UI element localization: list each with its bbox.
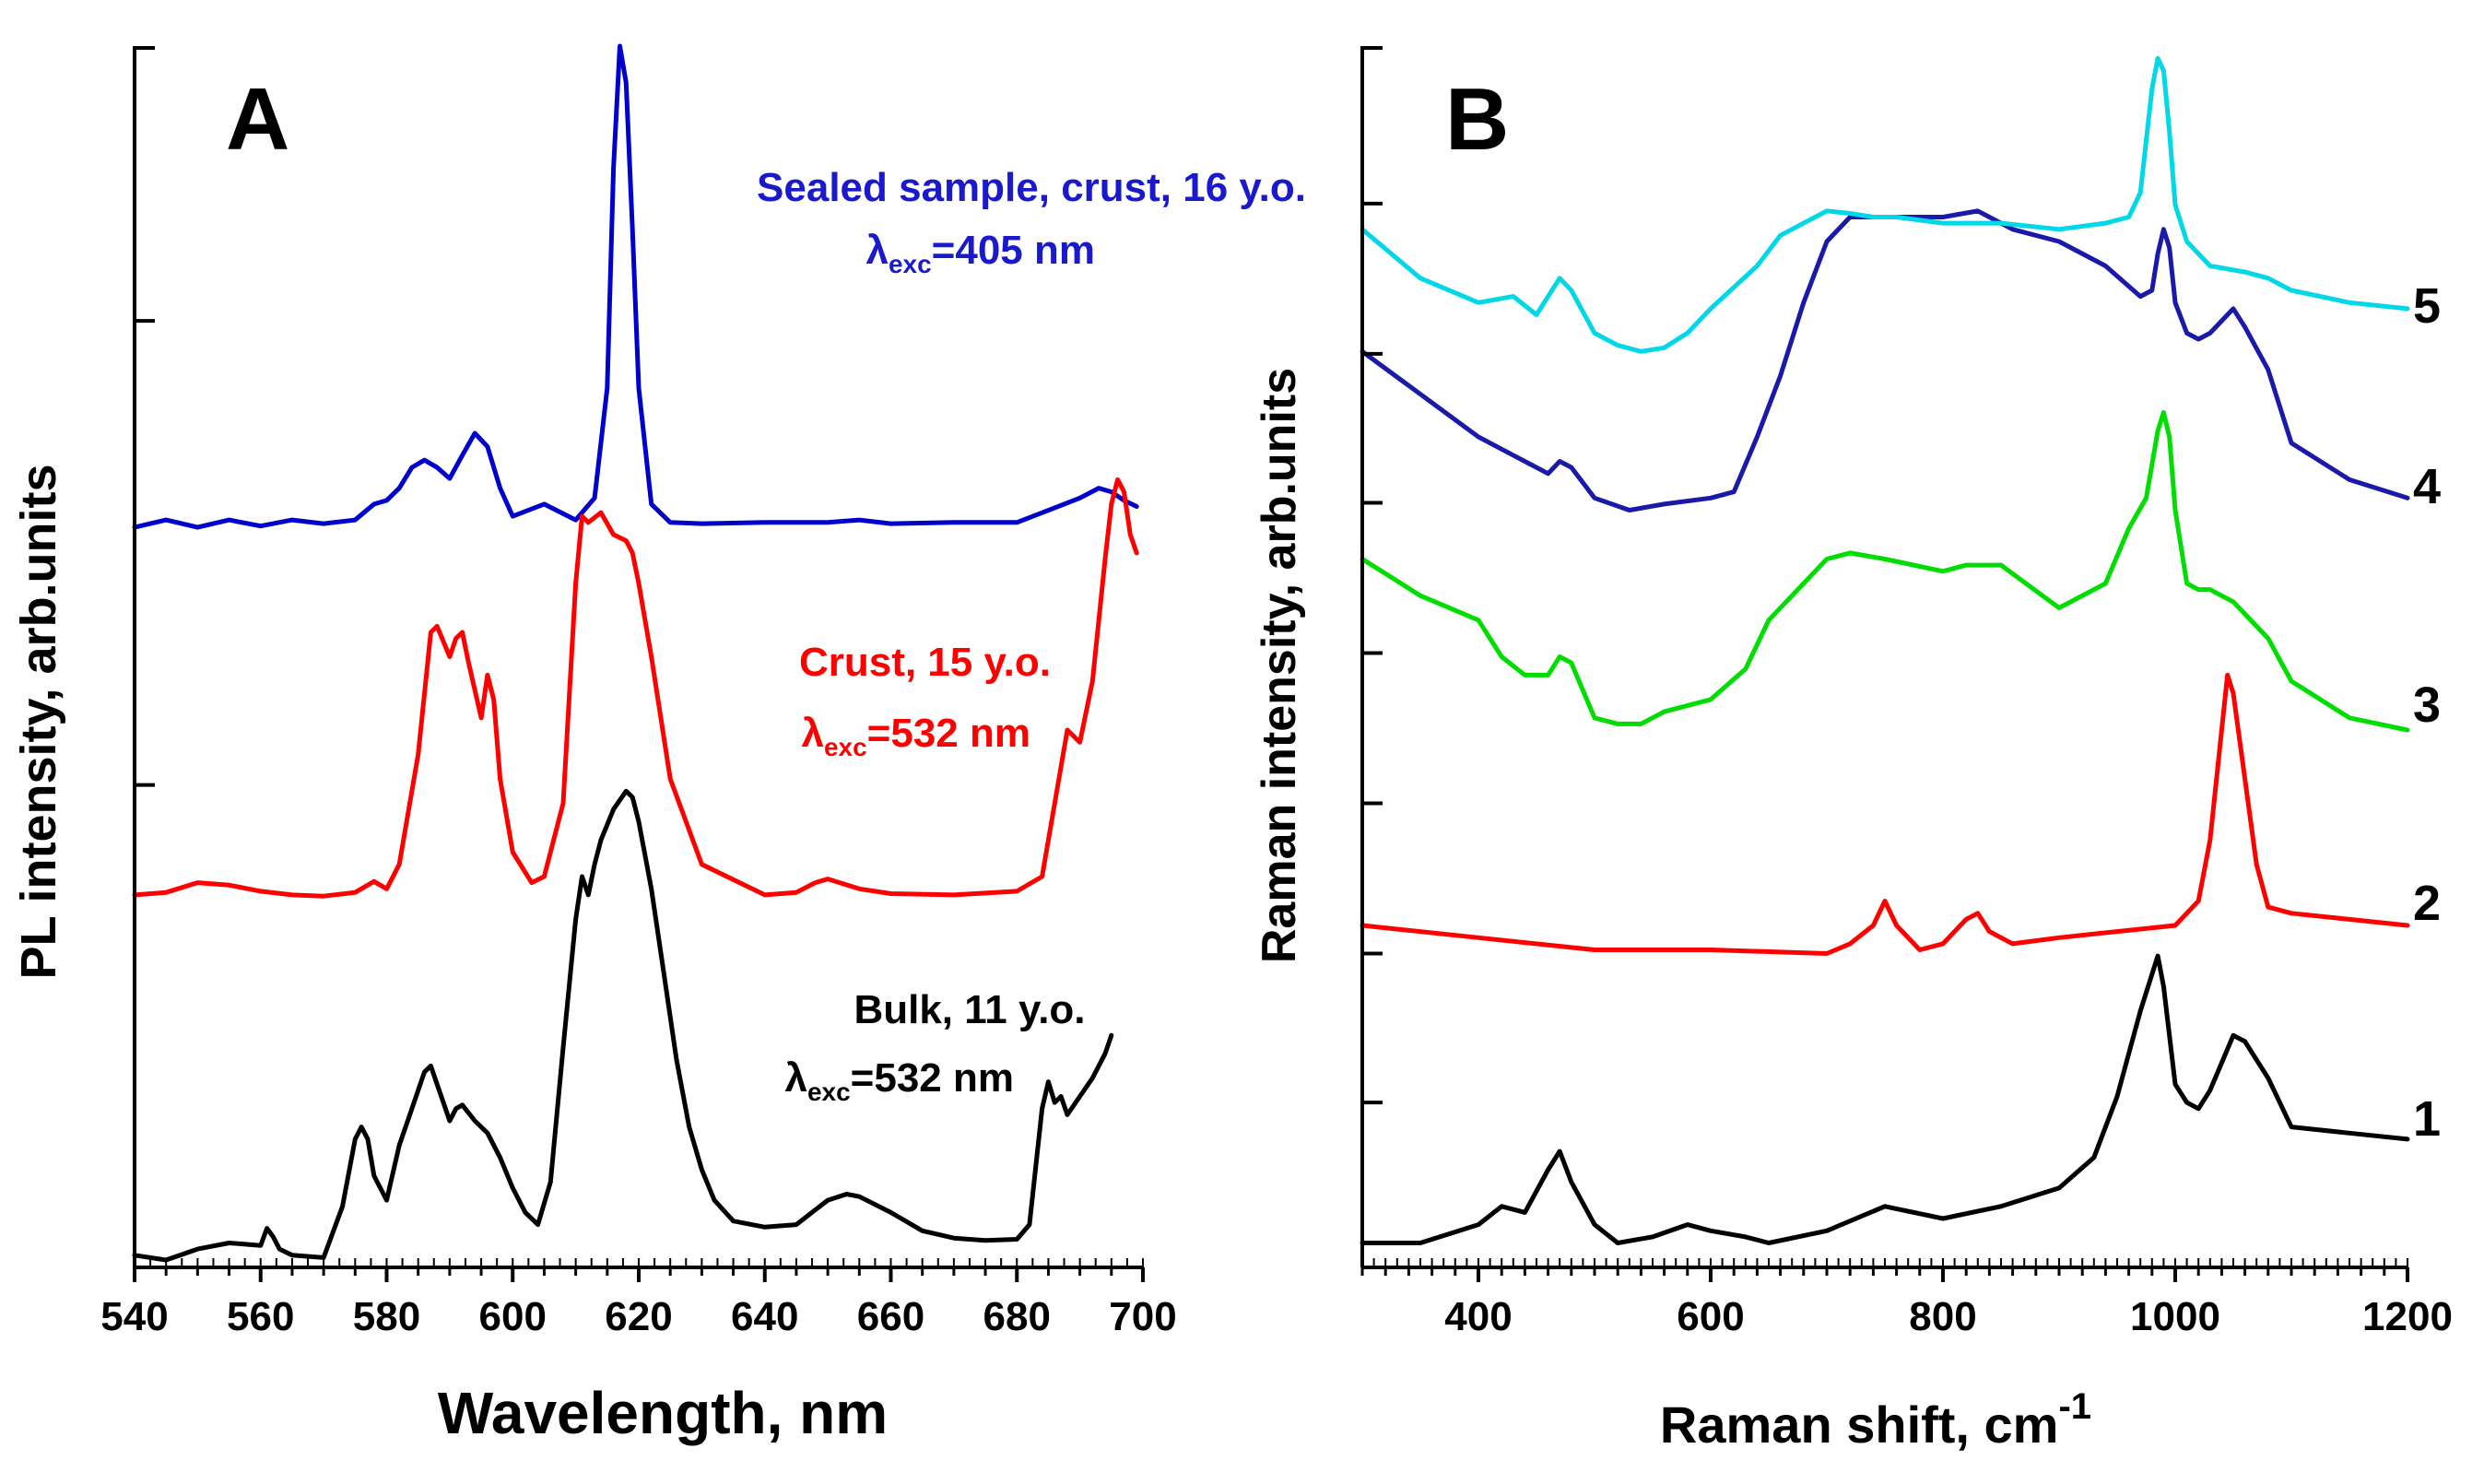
panel-a-xlabel: Wavelength, nm: [438, 1380, 888, 1446]
x-tick-label-a: 620: [605, 1294, 672, 1339]
panel-b-axes: [1360, 46, 2407, 1269]
series-line-b-3: [1360, 410, 2410, 733]
x-tick-label-b: 600: [1677, 1294, 1744, 1339]
annotation-crust: Crust, 15 y.o.: [799, 640, 1051, 685]
curve-label-5: 5: [2413, 278, 2441, 334]
curve-label-2: 2: [2413, 876, 2441, 931]
annotation-sealed-excitation: λexc=405 nm: [865, 228, 1095, 278]
series-line-a-2: [132, 477, 1139, 899]
x-tick-label-a: 600: [479, 1294, 547, 1339]
x-tick-label-a: 640: [731, 1294, 798, 1339]
panel-a-letter: A: [226, 70, 289, 169]
panel-b-ticks: 400 600 800 1000 1200: [1360, 46, 2453, 1339]
curve-label-1: 1: [2413, 1091, 2441, 1147]
panel-b-xlabel: Raman shift, cm-1: [1660, 1386, 2091, 1454]
x-tick-label-a: 700: [1109, 1294, 1176, 1339]
x-tick-label-a: 560: [227, 1294, 294, 1339]
x-tick-label-a: 540: [100, 1294, 168, 1339]
curve-label-3: 3: [2413, 677, 2441, 733]
panel-a-ylabel: PL intensity, arb.units: [11, 464, 66, 979]
annotation-sealed-sample: Sealed sample, crust, 16 y.o.: [757, 165, 1306, 210]
x-tick-label-b: 1000: [2130, 1294, 2220, 1339]
excitation-value: =405 nm: [932, 228, 1095, 273]
panel-a-series: [132, 43, 1139, 1263]
panel-b-series: [1360, 55, 2410, 1245]
series-line-a-1: [132, 43, 1139, 530]
lambda-symbol: λ: [801, 711, 823, 756]
annotation-crust-excitation: λexc=532 nm: [801, 711, 1030, 761]
excitation-value: =532 nm: [851, 1055, 1014, 1101]
panel-b-xlabel-text: Raman shift, cm: [1660, 1396, 2059, 1454]
lambda-subscript: exc: [889, 250, 932, 278]
panel-b-ylabel: Raman intensity, arb.units: [1253, 368, 1306, 963]
annotation-bulk-excitation: λexc=532 nm: [784, 1055, 1014, 1106]
x-tick-label-a: 680: [983, 1294, 1051, 1339]
series-line-a-3: [132, 788, 1114, 1263]
panel-b-xlabel-sup: -1: [2058, 1386, 2091, 1427]
panel-a: 540 560 580 600 620 640 660 680 700 A Wavelength…: [11, 43, 1306, 1446]
excitation-value: =532 nm: [867, 711, 1030, 756]
series-line-b-4: [1360, 208, 2410, 512]
lambda-subscript: exc: [807, 1078, 851, 1106]
panel-b: 400 600 800 1000 1200 B Raman shift, cm-1 Ra…: [1253, 46, 2453, 1454]
x-tick-label-a: 580: [353, 1294, 420, 1339]
annotation-bulk: Bulk, 11 y.o.: [854, 987, 1085, 1032]
series-line-b-5: [1360, 55, 2410, 354]
x-tick-label-b: 800: [1909, 1294, 1976, 1339]
panel-a-ticks: 540 560 580 600 620 640 660 680 700: [100, 46, 1177, 1339]
x-tick-label-a: 660: [857, 1294, 924, 1339]
x-tick-label-b: 400: [1444, 1294, 1512, 1339]
lambda-subscript: exc: [824, 733, 867, 761]
x-tick-label-b: 1200: [2362, 1294, 2453, 1339]
panel-b-letter: B: [1445, 70, 1509, 169]
curve-label-4: 4: [2413, 459, 2441, 514]
series-line-b-1: [1360, 953, 2410, 1245]
lambda-symbol: λ: [865, 228, 888, 273]
lambda-symbol: λ: [784, 1055, 806, 1101]
series-line-b-2: [1360, 672, 2410, 956]
